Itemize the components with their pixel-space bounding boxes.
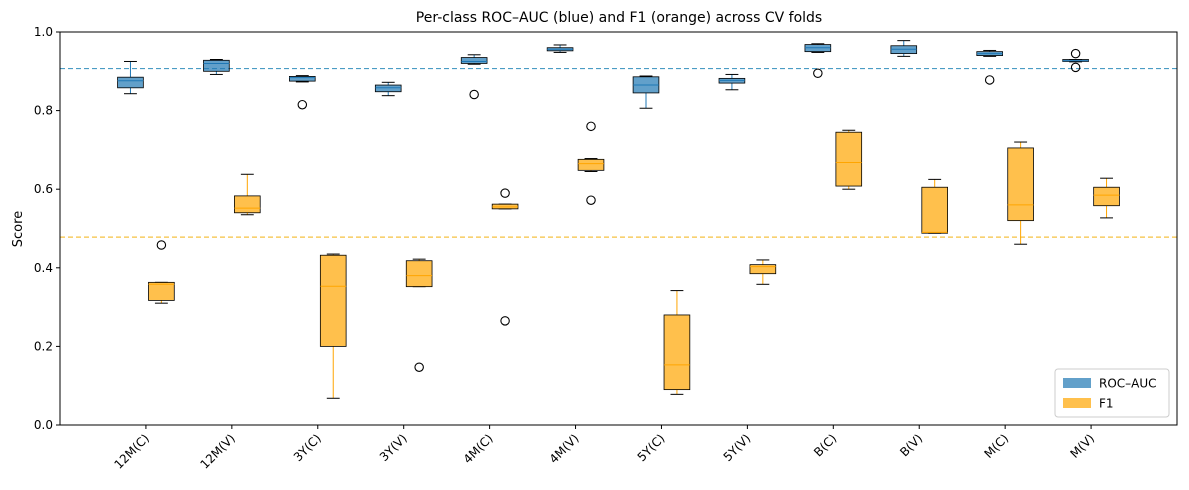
box bbox=[890, 40, 918, 57]
box bbox=[319, 253, 347, 399]
box bbox=[148, 240, 175, 304]
box-body bbox=[921, 186, 948, 234]
box-body bbox=[1007, 147, 1034, 222]
box-body bbox=[663, 314, 691, 391]
box-body bbox=[749, 264, 777, 275]
box bbox=[1062, 48, 1089, 73]
box bbox=[491, 188, 519, 326]
outlier-point bbox=[500, 316, 510, 326]
box bbox=[117, 60, 144, 95]
box-body bbox=[835, 131, 863, 187]
y-tick-label: 1.0 bbox=[34, 25, 53, 39]
y-tick-label: 0.2 bbox=[34, 339, 53, 353]
box-body bbox=[117, 76, 144, 89]
y-axis: 0.0 0.2 0.4 0.6 0.8 1.0 bbox=[34, 25, 60, 432]
outlier-point bbox=[813, 68, 823, 79]
box bbox=[374, 81, 402, 97]
outlier-point bbox=[1070, 48, 1081, 59]
box bbox=[203, 59, 230, 75]
box-body bbox=[405, 260, 433, 288]
series-0 bbox=[117, 40, 1089, 110]
box bbox=[632, 75, 660, 109]
box-body bbox=[1093, 186, 1120, 207]
y-tick-label: 0.4 bbox=[34, 261, 53, 275]
box bbox=[835, 129, 863, 190]
outlier-point bbox=[586, 195, 596, 205]
y-tick-label: 0.6 bbox=[34, 182, 53, 196]
legend-swatch bbox=[1063, 398, 1091, 408]
chart-title: Per-class ROC–AUC (blue) and F1 (orange)… bbox=[416, 10, 822, 26]
box bbox=[289, 75, 316, 110]
plot-frame bbox=[59, 31, 1178, 426]
box-body bbox=[460, 57, 488, 64]
box bbox=[1007, 141, 1034, 245]
box bbox=[976, 49, 1003, 85]
legend: ROC–AUC F1 bbox=[1054, 368, 1170, 418]
box-body bbox=[289, 76, 316, 82]
box bbox=[460, 54, 488, 100]
legend-label: F1 bbox=[1099, 397, 1114, 411]
box bbox=[405, 258, 433, 372]
outlier-point bbox=[469, 89, 479, 100]
box bbox=[663, 290, 691, 395]
box-body bbox=[319, 254, 347, 347]
box bbox=[804, 43, 832, 79]
box bbox=[718, 73, 746, 91]
box-body bbox=[234, 195, 261, 214]
legend-label: ROC–AUC bbox=[1099, 377, 1157, 391]
box bbox=[749, 259, 777, 285]
box bbox=[234, 173, 261, 216]
box bbox=[546, 44, 574, 53]
outlier-point bbox=[984, 75, 995, 85]
box-plots bbox=[117, 40, 1120, 399]
box-body bbox=[374, 84, 402, 93]
outlier-point bbox=[500, 188, 510, 198]
box-body bbox=[148, 281, 175, 301]
box-body bbox=[577, 158, 605, 171]
outlier-point bbox=[297, 99, 308, 110]
reference-lines bbox=[60, 67, 1177, 238]
outlier-point bbox=[1070, 62, 1081, 73]
box bbox=[921, 178, 948, 234]
outlier-point bbox=[156, 240, 167, 250]
box bbox=[1093, 177, 1120, 219]
outlier-point bbox=[586, 121, 596, 132]
box bbox=[577, 121, 605, 205]
y-tick-label: 0.0 bbox=[34, 418, 53, 432]
series-1 bbox=[148, 121, 1120, 399]
box-body bbox=[203, 59, 230, 72]
y-axis-label: Score bbox=[11, 211, 26, 247]
outlier-point bbox=[414, 362, 424, 372]
legend-swatch bbox=[1063, 378, 1091, 388]
y-tick-label: 0.8 bbox=[34, 104, 53, 118]
